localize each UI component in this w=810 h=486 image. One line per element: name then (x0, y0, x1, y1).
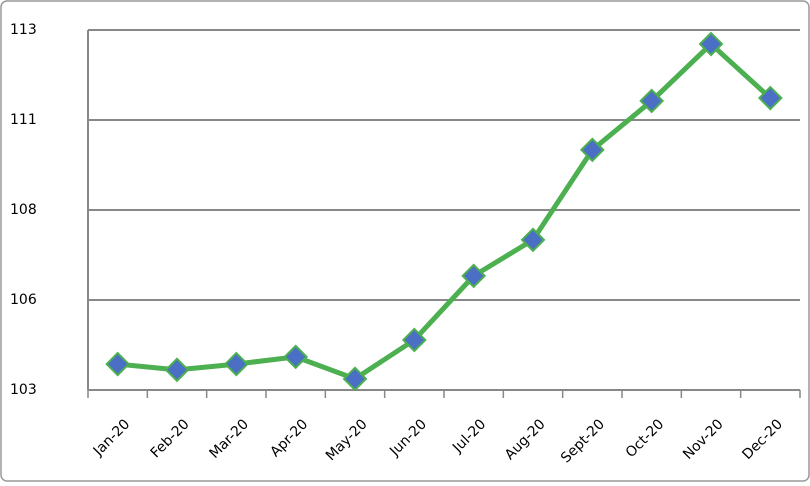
marker (698, 31, 724, 57)
marker (639, 88, 665, 114)
marker (520, 227, 546, 253)
y-tick-label: 103 (10, 382, 37, 398)
marker (164, 357, 190, 383)
marker (223, 351, 249, 377)
marker (401, 327, 427, 353)
marker (579, 137, 605, 163)
y-tick-label: 106 (10, 292, 37, 308)
marker (283, 344, 309, 370)
y-tick-label: 108 (10, 202, 37, 218)
marker (342, 366, 368, 392)
marker (757, 85, 783, 111)
marker (461, 263, 487, 289)
y-tick-label: 111 (10, 112, 37, 128)
y-tick-label: 113 (10, 22, 37, 38)
marker (105, 351, 131, 377)
